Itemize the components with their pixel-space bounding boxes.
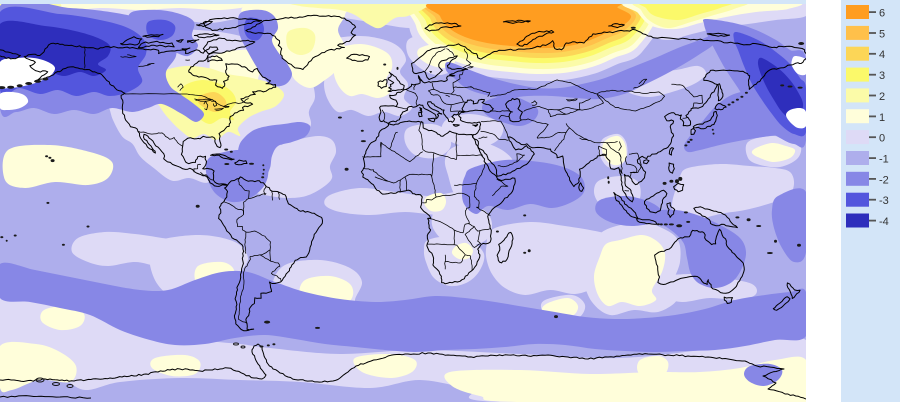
svg-text:0: 0 <box>879 133 885 145</box>
svg-text:-1: -1 <box>879 154 889 166</box>
svg-text:3: 3 <box>879 70 885 82</box>
svg-text:6: 6 <box>879 8 885 20</box>
svg-text:-2: -2 <box>879 174 889 186</box>
svg-text:1: 1 <box>879 112 885 124</box>
svg-text:5: 5 <box>879 28 885 40</box>
svg-text:-4: -4 <box>879 216 889 228</box>
svg-text:-3: -3 <box>879 195 889 207</box>
svg-text:4: 4 <box>879 49 885 61</box>
svg-text:2: 2 <box>879 91 885 103</box>
